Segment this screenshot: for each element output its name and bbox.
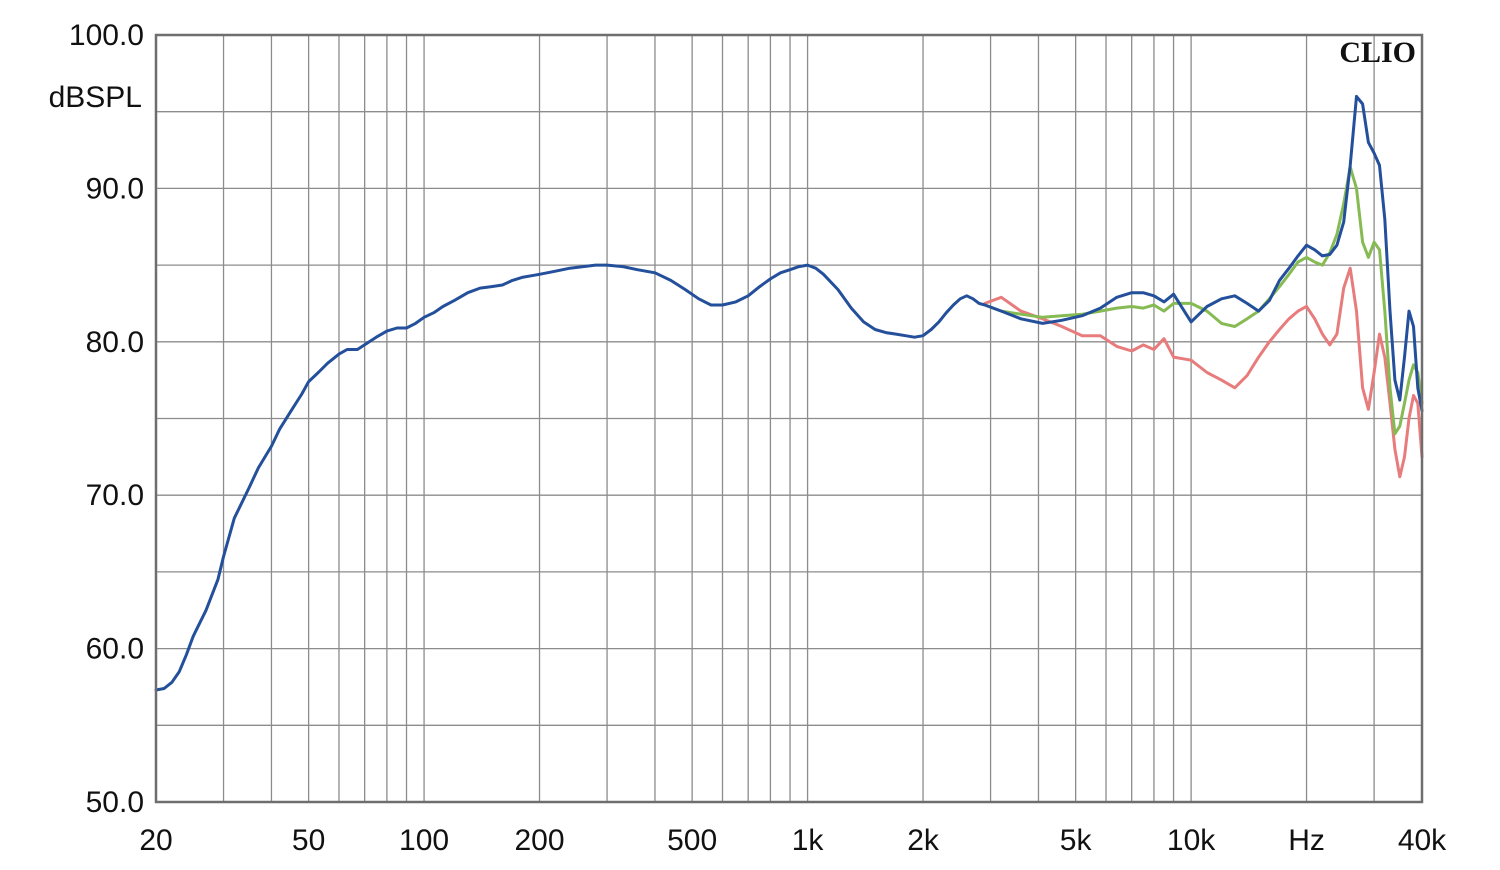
y-tick-label: 70.0 bbox=[86, 479, 144, 512]
x-tick-label: 1k bbox=[792, 824, 825, 857]
x-tick-label: 2k bbox=[907, 824, 940, 857]
x-tick-label: 100 bbox=[399, 824, 449, 857]
chart-series-layer bbox=[154, 94, 1424, 692]
y-axis-tick-labels: 50.0 60.0 70.0 80.0 90.0 100.0 bbox=[69, 19, 144, 819]
chart-grid bbox=[156, 35, 1422, 802]
x-tick-label: 5k bbox=[1060, 824, 1093, 857]
series-line-3 bbox=[154, 94, 1424, 692]
x-tick-label: 500 bbox=[667, 824, 717, 857]
y-tick-label: 60.0 bbox=[86, 633, 144, 666]
y-tick-label: 80.0 bbox=[86, 326, 144, 359]
y-tick-label: 50.0 bbox=[86, 786, 144, 819]
clio-brand-label: CLIO bbox=[1339, 36, 1416, 69]
series-line-1 bbox=[983, 266, 1424, 479]
x-axis-tick-labels: 20 50 100 200 500 1k 2k 5k 10k Hz 40k bbox=[139, 824, 1447, 857]
y-tick-label: 100.0 bbox=[69, 19, 144, 52]
x-tick-label: 40k bbox=[1398, 824, 1447, 857]
x-tick-label: 10k bbox=[1167, 824, 1216, 857]
x-tick-label: 20 bbox=[139, 824, 172, 857]
y-tick-label: 90.0 bbox=[86, 172, 144, 205]
x-tick-label: 50 bbox=[292, 824, 325, 857]
x-tick-label: 200 bbox=[514, 824, 564, 857]
y-axis-unit-label: dBSPL bbox=[49, 81, 142, 114]
plot-frame bbox=[154, 33, 1424, 804]
x-tick-label: Hz bbox=[1288, 824, 1325, 857]
series-line-2 bbox=[983, 165, 1424, 436]
